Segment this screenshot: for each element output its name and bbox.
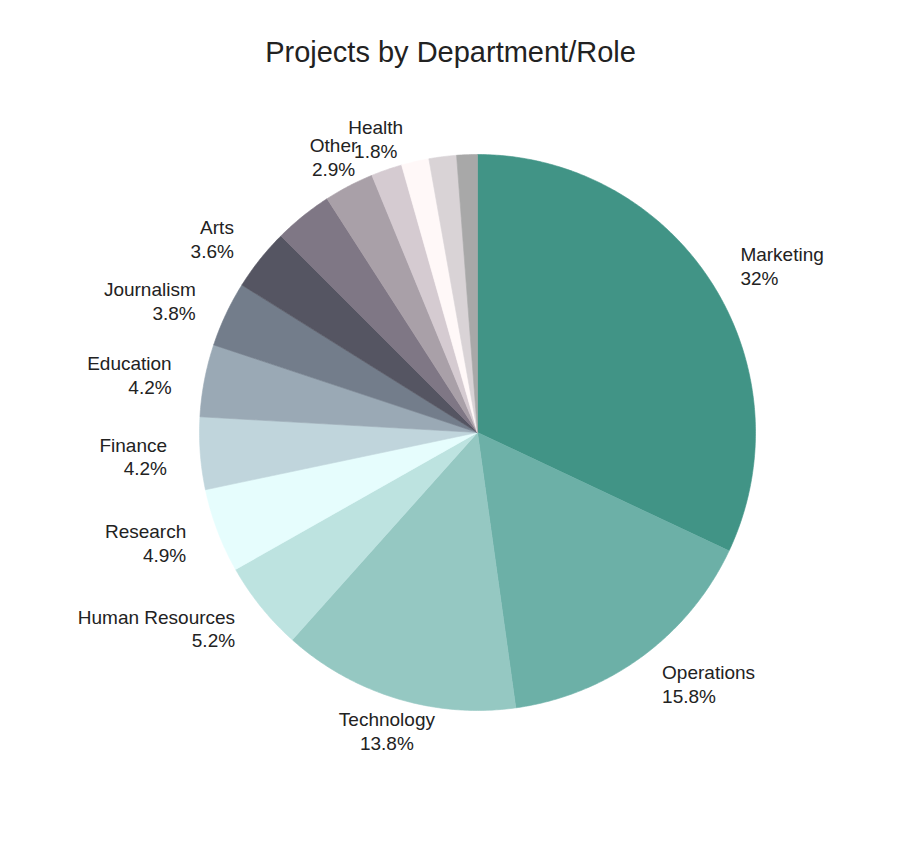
svg-text:Human Resources5.2%: Human Resources5.2% <box>78 607 235 652</box>
svg-text:Education4.2%: Education4.2% <box>87 353 172 398</box>
svg-text:Other2.9%: Other2.9% <box>310 135 358 180</box>
svg-text:Health1.8%: Health1.8% <box>348 117 403 162</box>
svg-text:Finance4.2%: Finance4.2% <box>99 435 167 480</box>
svg-text:Projects by Department/Role: Projects by Department/Role <box>265 36 636 68</box>
svg-text:Research4.9%: Research4.9% <box>105 521 186 566</box>
svg-text:Journalism3.8%: Journalism3.8% <box>104 279 196 324</box>
svg-text:Marketing32%: Marketing32% <box>740 244 823 289</box>
svg-text:Operations15.8%: Operations15.8% <box>662 662 755 707</box>
svg-text:Arts3.6%: Arts3.6% <box>191 217 234 262</box>
svg-text:Technology13.8%: Technology13.8% <box>339 709 436 754</box>
